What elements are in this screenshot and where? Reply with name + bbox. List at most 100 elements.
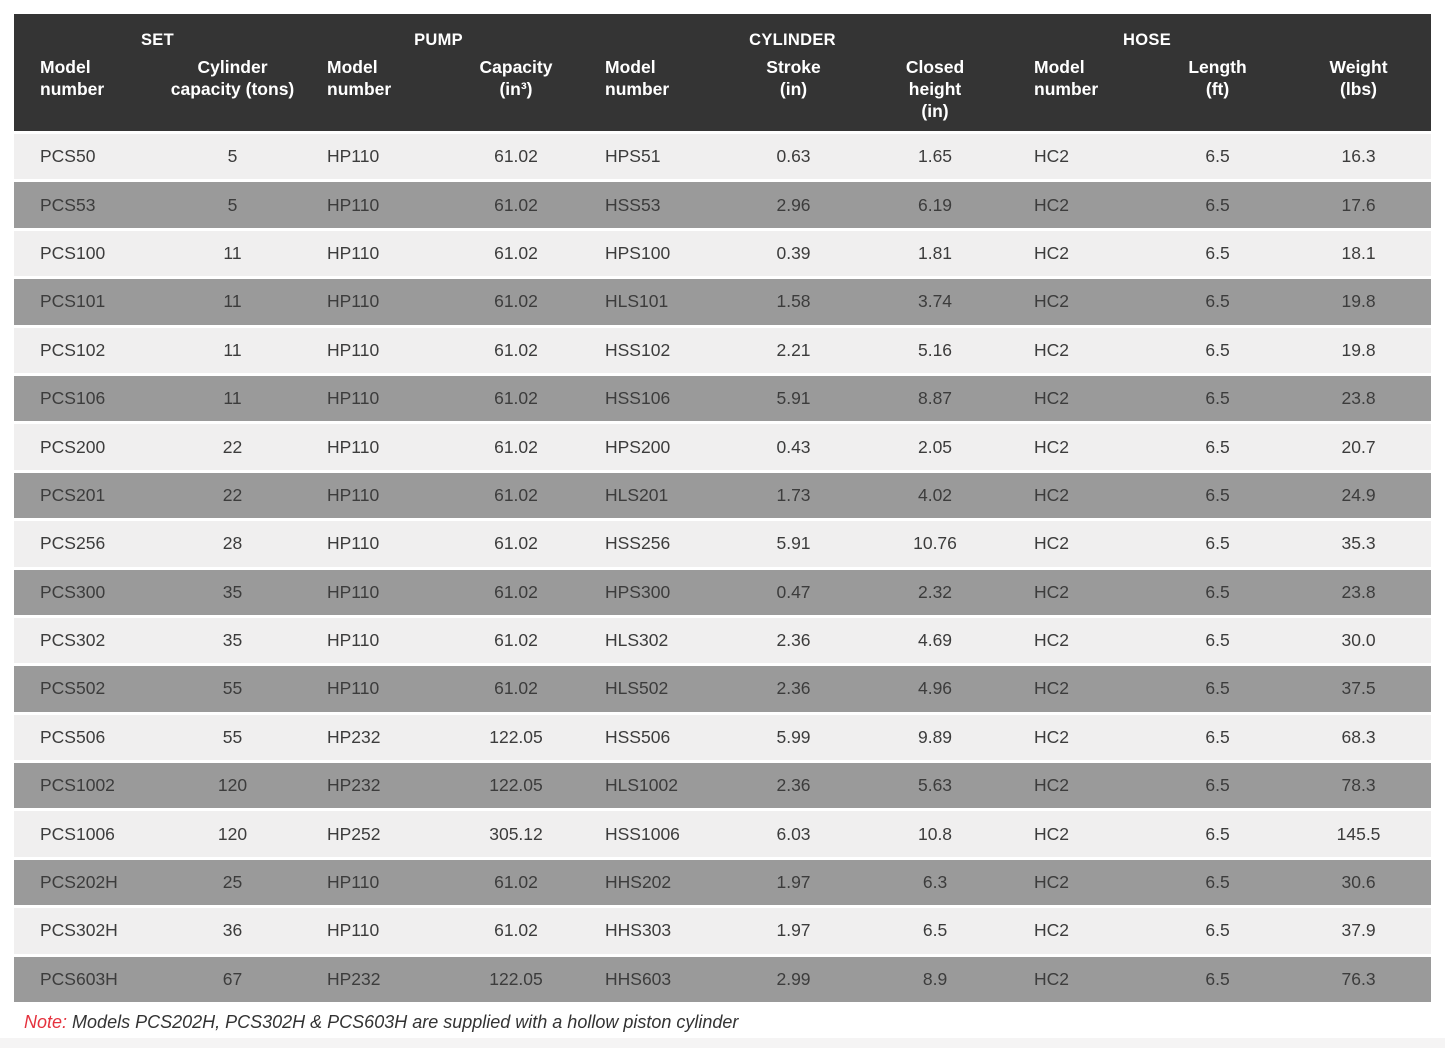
table-cell: 6.03 (726, 808, 861, 857)
table-cell: 6.5 (1149, 179, 1287, 228)
table-cell: PCS53 (14, 179, 164, 228)
table-cell: 6.5 (1149, 953, 1287, 1003)
table-cell: 6.5 (1149, 131, 1287, 180)
table-cell: 30.0 (1286, 614, 1432, 664)
table-row: PCS300 35 HP110 61.02 HPS300 0.47 2.32 HC2 6.5 23… (14, 566, 1432, 615)
table-cell: HPS300 (576, 566, 726, 615)
table-cell: 2.05 (861, 421, 1010, 470)
table-cell: 1.97 (726, 856, 861, 906)
table-row: PCS201 22 HP110 61.02 HLS201 1.73 4.02 HC2 6.5 24… (14, 469, 1432, 519)
table-row: PCS50 5 HP110 61.02 HPS51 0.63 1.65 HC2 6.5 16.3 (14, 131, 1432, 180)
table-cell: HC2 (1009, 372, 1150, 422)
table-cell: 6.3 (861, 856, 1010, 906)
table-cell: 5.91 (726, 518, 861, 567)
table-cell: HP232 (301, 953, 456, 1003)
table-cell: 145.5 (1286, 808, 1432, 857)
table-cell: 6.5 (1149, 227, 1287, 277)
table-row: PCS502 55 HP110 61.02 HLS502 2.36 4.96 HC2 6.5 37… (14, 663, 1432, 712)
table-cell: 122.05 (456, 711, 576, 761)
table-cell: HP110 (301, 856, 456, 906)
table-cell: HPS51 (576, 131, 726, 180)
table-row: PCS603H 67 HP232 122.05 HHS603 2.99 8.9 HC2 6.5 7… (14, 953, 1432, 1003)
table-cell: 8.87 (861, 372, 1010, 422)
table-cell: 30.6 (1286, 856, 1432, 906)
table-cell: 6.5 (1149, 808, 1287, 857)
table-cell: HC2 (1009, 276, 1150, 325)
table-row: PCS200 22 HP110 61.02 HPS200 0.43 2.05 HC2 6.5 20… (14, 421, 1432, 470)
table-cell: HP110 (301, 421, 456, 470)
table-cell: HC2 (1009, 421, 1150, 470)
table-cell: HP252 (301, 808, 456, 857)
table-cell: 10.76 (861, 518, 1010, 567)
table-cell: 25 (164, 856, 301, 906)
table-cell: HP110 (301, 276, 456, 325)
table-row: PCS102 11 HP110 61.02 HSS102 2.21 5.16 HC2 6.5 19… (14, 324, 1432, 373)
column-header-hose-weight: Weight (lbs) (1286, 52, 1432, 131)
table-cell: 1.73 (726, 469, 861, 519)
table-cell: 5 (164, 131, 301, 180)
table-cell: 11 (164, 276, 301, 325)
table-cell: HLS1002 (576, 760, 726, 809)
table-cell: HLS302 (576, 614, 726, 664)
table-cell: PCS106 (14, 372, 164, 422)
table-cell: PCS256 (14, 518, 164, 567)
table-cell: HC2 (1009, 179, 1150, 228)
table-cell: 4.69 (861, 614, 1010, 664)
table-cell: 0.47 (726, 566, 861, 615)
table-cell: 6.5 (1149, 614, 1287, 664)
table-cell: 4.02 (861, 469, 1010, 519)
column-header-row: Model number Cylinder capacity (tons) Mo… (14, 52, 1432, 131)
column-header-set-model: Model number (14, 52, 164, 131)
column-header-set-capacity: Cylinder capacity (tons) (164, 52, 301, 131)
table-cell: 5.16 (861, 324, 1010, 373)
table-row: PCS106 11 HP110 61.02 HSS106 5.91 8.87 HC2 6.5 23… (14, 372, 1432, 422)
table-cell: 35 (164, 614, 301, 664)
table-cell: 28 (164, 518, 301, 567)
table-row: PCS302H 36 HP110 61.02 HHS303 1.97 6.5 HC2 6.5 37… (14, 905, 1432, 954)
table-cell: 35 (164, 566, 301, 615)
group-header-pump: PUMP (301, 14, 576, 52)
column-header-hose-length: Length (ft) (1149, 52, 1287, 131)
table-cell: 22 (164, 421, 301, 470)
table-cell: 1.65 (861, 131, 1010, 180)
table-cell: 61.02 (456, 469, 576, 519)
table-cell: HC2 (1009, 663, 1150, 712)
table-cell: 2.36 (726, 663, 861, 712)
table-cell: 2.21 (726, 324, 861, 373)
table-cell: 6.5 (1149, 566, 1287, 615)
table-cell: 36 (164, 905, 301, 954)
spec-table: SET PUMP CYLINDER HOSE Model number Cyli… (14, 14, 1432, 1003)
table-cell: 1.97 (726, 905, 861, 954)
table-cell: HP110 (301, 566, 456, 615)
table-cell: 17.6 (1286, 179, 1432, 228)
table-cell: 6.5 (1149, 760, 1287, 809)
table-cell: HC2 (1009, 711, 1150, 761)
table-cell: PCS1002 (14, 760, 164, 809)
table-cell: 37.9 (1286, 905, 1432, 954)
table-body: PCS50 5 HP110 61.02 HPS51 0.63 1.65 HC2 6.5 16.3 P… (14, 131, 1432, 1003)
table-cell: 6.5 (1149, 276, 1287, 325)
table-cell: 61.02 (456, 324, 576, 373)
table-cell: HP110 (301, 227, 456, 277)
table-cell: HC2 (1009, 518, 1150, 567)
table-row: PCS1006 120 HP252 305.12 HSS1006 6.03 10.8 HC2 6… (14, 808, 1432, 857)
table-cell: 0.39 (726, 227, 861, 277)
table-cell: 6.19 (861, 179, 1010, 228)
table-cell: HHS303 (576, 905, 726, 954)
table-cell: 61.02 (456, 372, 576, 422)
table-cell: HPS200 (576, 421, 726, 470)
table-cell: HSS53 (576, 179, 726, 228)
column-header-cylinder-stroke: Stroke (in) (726, 52, 861, 131)
table-header: SET PUMP CYLINDER HOSE Model number Cyli… (14, 14, 1432, 131)
table-row: PCS202H 25 HP110 61.02 HHS202 1.97 6.3 HC2 6.5 30… (14, 856, 1432, 906)
table-cell: HP110 (301, 179, 456, 228)
table-cell: PCS100 (14, 227, 164, 277)
table-cell: HP110 (301, 131, 456, 180)
table-cell: HPS100 (576, 227, 726, 277)
table-cell: 19.8 (1286, 324, 1432, 373)
table-row: PCS1002 120 HP232 122.05 HLS1002 2.36 5.63 HC2 6… (14, 760, 1432, 809)
table-cell: HSS106 (576, 372, 726, 422)
table-cell: 61.02 (456, 566, 576, 615)
table-cell: HP232 (301, 760, 456, 809)
table-cell: 61.02 (456, 856, 576, 906)
